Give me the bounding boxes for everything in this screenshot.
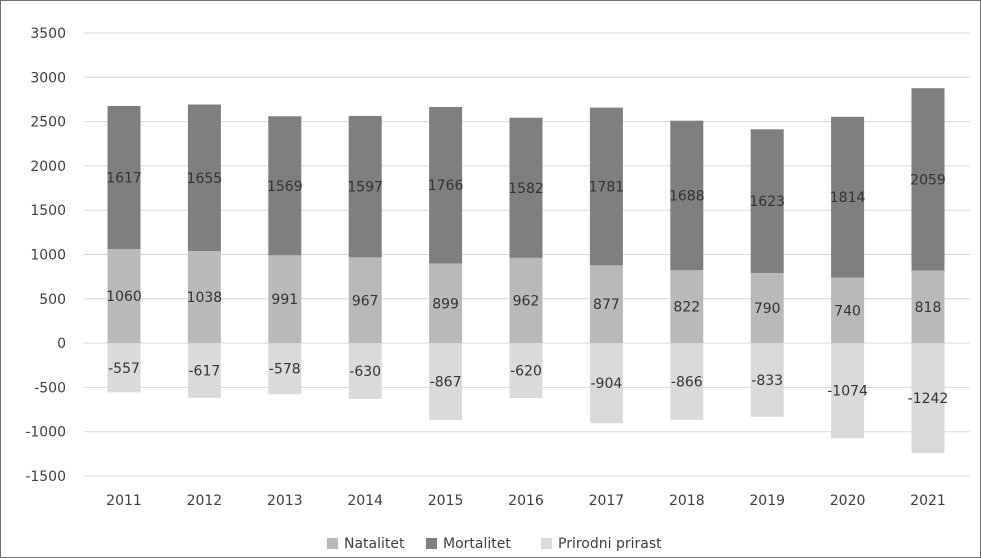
- x-tick-label: 2015: [428, 493, 464, 509]
- y-tick-label: -1500: [25, 469, 66, 485]
- legend-swatch-prirodni-prirast: [541, 538, 552, 549]
- bar-natalitet: [831, 277, 865, 344]
- x-tick-label: 2020: [830, 493, 866, 509]
- bar-prirodni-prirast: [911, 343, 945, 454]
- data-label-mortalitet: 1688: [669, 188, 705, 204]
- bar-prirodni-prirast: [509, 343, 543, 399]
- y-tick-label: 2500: [30, 115, 66, 131]
- x-tick-label: 2016: [508, 493, 544, 509]
- bar-mortalitet: [670, 120, 704, 271]
- data-label-mortalitet: 2059: [910, 172, 946, 188]
- x-tick-label: 2012: [187, 493, 223, 509]
- bar-mortalitet: [268, 116, 302, 256]
- data-label-prirodni-prirast: -578: [269, 362, 301, 378]
- data-label-prirodni-prirast: -1074: [827, 384, 868, 400]
- data-label-natalitet: 899: [432, 296, 459, 312]
- data-label-prirodni-prirast: -1242: [908, 391, 949, 407]
- data-label-mortalitet: 1582: [508, 181, 544, 197]
- data-label-prirodni-prirast: -866: [671, 374, 703, 390]
- data-label-natalitet: 991: [271, 292, 298, 308]
- y-tick-label: 500: [39, 292, 66, 308]
- y-tick-label: 3000: [30, 70, 66, 86]
- bar-natalitet: [268, 255, 302, 344]
- bar-prirodni-prirast: [670, 343, 704, 420]
- y-tick-label: 1000: [30, 248, 66, 264]
- data-label-mortalitet: 1781: [589, 179, 625, 195]
- bar-mortalitet: [348, 115, 382, 258]
- data-label-mortalitet: 1655: [187, 171, 223, 187]
- data-label-mortalitet: 1814: [830, 190, 866, 206]
- x-tick-label: 2017: [589, 493, 625, 509]
- data-label-natalitet: 962: [513, 293, 540, 309]
- bar-mortalitet: [911, 88, 945, 271]
- bar-natalitet: [348, 257, 382, 344]
- bar-prirodni-prirast: [187, 343, 221, 398]
- y-tick-label: 2000: [30, 159, 66, 175]
- data-label-mortalitet: 1597: [347, 180, 383, 196]
- data-label-natalitet: 1060: [106, 289, 142, 305]
- data-label-mortalitet: 1766: [428, 178, 464, 194]
- data-label-natalitet: 967: [352, 293, 379, 309]
- x-tick-label: 2013: [267, 493, 303, 509]
- bar-natalitet: [589, 265, 623, 344]
- data-label-prirodni-prirast: -620: [510, 364, 542, 380]
- data-label-prirodni-prirast: -833: [751, 373, 783, 389]
- data-label-natalitet: 790: [754, 301, 781, 317]
- bar-prirodni-prirast: [831, 343, 865, 439]
- y-tick-label: -500: [34, 380, 66, 396]
- bar-natalitet: [187, 251, 221, 344]
- bar-mortalitet: [509, 117, 543, 258]
- data-label-prirodni-prirast: -867: [430, 375, 462, 391]
- bar-natalitet: [670, 270, 704, 344]
- data-label-prirodni-prirast: -630: [349, 364, 381, 380]
- data-label-mortalitet: 1617: [106, 171, 142, 187]
- data-label-prirodni-prirast: -904: [591, 376, 623, 392]
- bar-mortalitet: [589, 107, 623, 266]
- y-tick-label: 1500: [30, 203, 66, 219]
- bar-natalitet: [107, 249, 141, 344]
- y-tick-label: 0: [57, 336, 66, 352]
- bar-prirodni-prirast: [348, 343, 382, 399]
- bar-mortalitet: [831, 116, 865, 278]
- x-tick-label: 2019: [749, 493, 785, 509]
- x-tick-label: 2014: [347, 493, 383, 509]
- bar-natalitet: [750, 273, 784, 344]
- bar-natalitet: [509, 257, 543, 344]
- legend-label-prirodni-prirast: Prirodni prirast: [558, 536, 662, 552]
- x-tick-label: 2018: [669, 493, 705, 509]
- data-label-natalitet: 1038: [187, 290, 223, 306]
- bar-natalitet: [429, 263, 463, 344]
- bar-prirodni-prirast: [589, 343, 623, 424]
- data-label-natalitet: 740: [834, 303, 861, 319]
- bar-mortalitet: [429, 106, 463, 264]
- bar-mortalitet: [107, 105, 141, 250]
- legend-label-mortalitet: Mortalitet: [443, 536, 511, 552]
- bar-prirodni-prirast: [750, 343, 784, 417]
- x-tick-label: 2011: [106, 493, 142, 509]
- legend-label-natalitet: Natalitet: [344, 536, 405, 552]
- data-label-natalitet: 877: [593, 297, 620, 313]
- data-label-natalitet: 822: [673, 300, 700, 316]
- bar-prirodni-prirast: [268, 343, 302, 395]
- bar-mortalitet: [187, 104, 221, 252]
- data-label-mortalitet: 1623: [749, 194, 785, 210]
- data-label-prirodni-prirast: -617: [189, 363, 221, 379]
- bar-prirodni-prirast: [107, 343, 141, 393]
- y-tick-label: -1000: [25, 425, 66, 441]
- bar-mortalitet: [750, 129, 784, 274]
- bar-natalitet: [911, 270, 945, 344]
- x-tick-label: 2021: [910, 493, 946, 509]
- legend-swatch-natalitet: [327, 538, 338, 549]
- legend-swatch-mortalitet: [426, 538, 437, 549]
- data-label-natalitet: 818: [915, 300, 942, 316]
- y-tick-label: 3500: [30, 26, 66, 42]
- data-label-prirodni-prirast: -557: [108, 361, 140, 377]
- bar-prirodni-prirast: [429, 343, 463, 420]
- data-label-mortalitet: 1569: [267, 179, 303, 195]
